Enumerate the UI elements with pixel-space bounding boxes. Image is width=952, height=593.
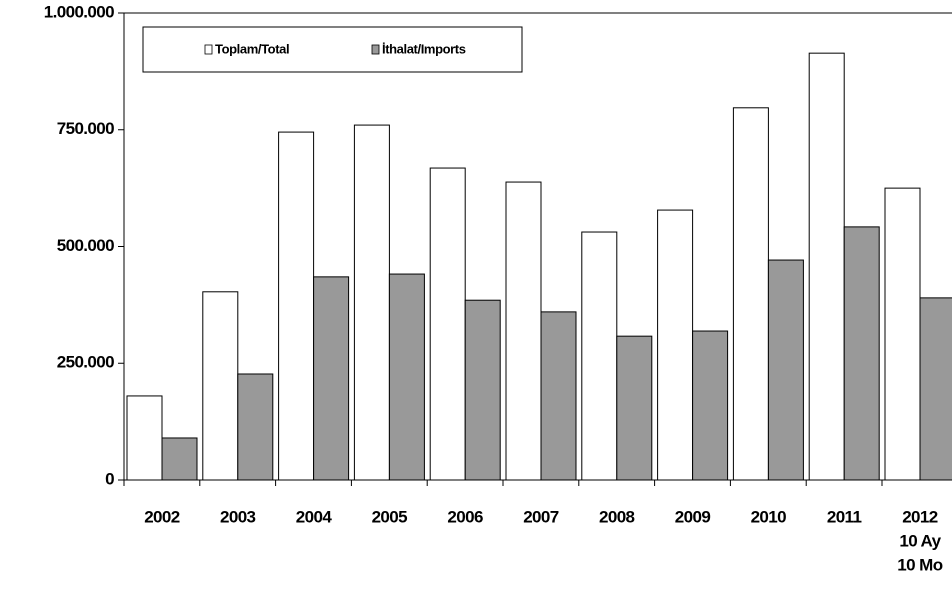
x-label-note: 10 Mo — [897, 555, 942, 574]
y-tick-label: 250.000 — [57, 353, 114, 372]
x-tick-label: 2003 — [220, 507, 256, 526]
x-tick-label: 2009 — [675, 507, 711, 526]
bar — [808, 52, 845, 481]
legend-label: İthalat/Imports — [382, 41, 466, 56]
x-tick-label: 2012 — [902, 507, 938, 526]
x-tick-label: 2004 — [296, 507, 333, 526]
legend-swatch — [204, 44, 213, 55]
bar — [732, 107, 769, 481]
bar — [388, 273, 425, 481]
bar — [429, 167, 466, 481]
bar — [237, 373, 274, 481]
x-tick-label: 2011 — [827, 507, 862, 526]
bar — [202, 291, 239, 481]
bar — [657, 209, 694, 481]
bar — [278, 131, 315, 481]
x-tick-label: 2008 — [599, 507, 635, 526]
x-tick-label: 2010 — [751, 507, 787, 526]
x-tick-label: 2002 — [144, 507, 180, 526]
bar — [843, 226, 880, 481]
x-tick-label: 2006 — [447, 507, 483, 526]
bar — [353, 124, 390, 481]
y-tick-label: 500.000 — [57, 236, 114, 255]
y-tick-label: 750.000 — [57, 119, 114, 138]
legend-swatch — [371, 44, 380, 55]
bar — [505, 181, 542, 481]
x-tick-label: 2007 — [523, 507, 559, 526]
bar — [540, 311, 577, 481]
bar — [161, 437, 198, 481]
x-tick-label: 2005 — [372, 507, 408, 526]
legend-label: Toplam/Total — [215, 41, 289, 56]
bar — [919, 297, 952, 481]
x-label-note: 10 Ay — [899, 531, 941, 550]
bar — [313, 276, 350, 481]
bar — [126, 395, 163, 481]
y-tick-label: 1.000.000 — [44, 2, 114, 21]
y-tick-label: 0 — [105, 469, 114, 488]
bar — [692, 330, 729, 481]
bar — [616, 335, 653, 481]
bar — [884, 187, 921, 481]
bar — [581, 231, 618, 481]
bar — [464, 299, 501, 481]
bar — [767, 259, 804, 481]
